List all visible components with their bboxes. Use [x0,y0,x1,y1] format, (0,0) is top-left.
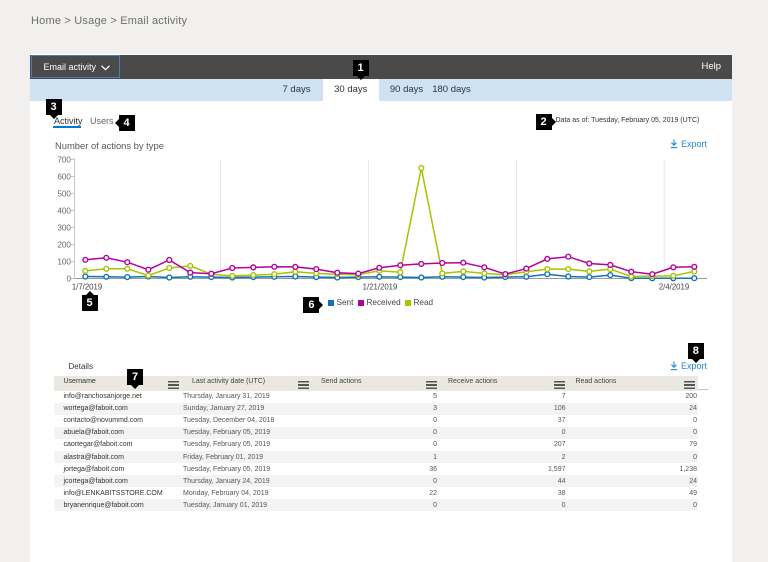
svg-text:600: 600 [57,172,71,181]
svg-text:100: 100 [57,257,71,266]
svg-text:400: 400 [57,206,71,215]
svg-text:1/7/2019: 1/7/2019 [72,283,102,292]
svg-text:500: 500 [57,189,71,198]
svg-text:1/21/2019: 1/21/2019 [363,283,398,292]
svg-text:0: 0 [66,274,71,283]
svg-text:700: 700 [57,155,71,164]
svg-text:2/4/2019: 2/4/2019 [659,283,689,292]
svg-text:300: 300 [57,223,71,232]
svg-text:200: 200 [57,240,71,249]
